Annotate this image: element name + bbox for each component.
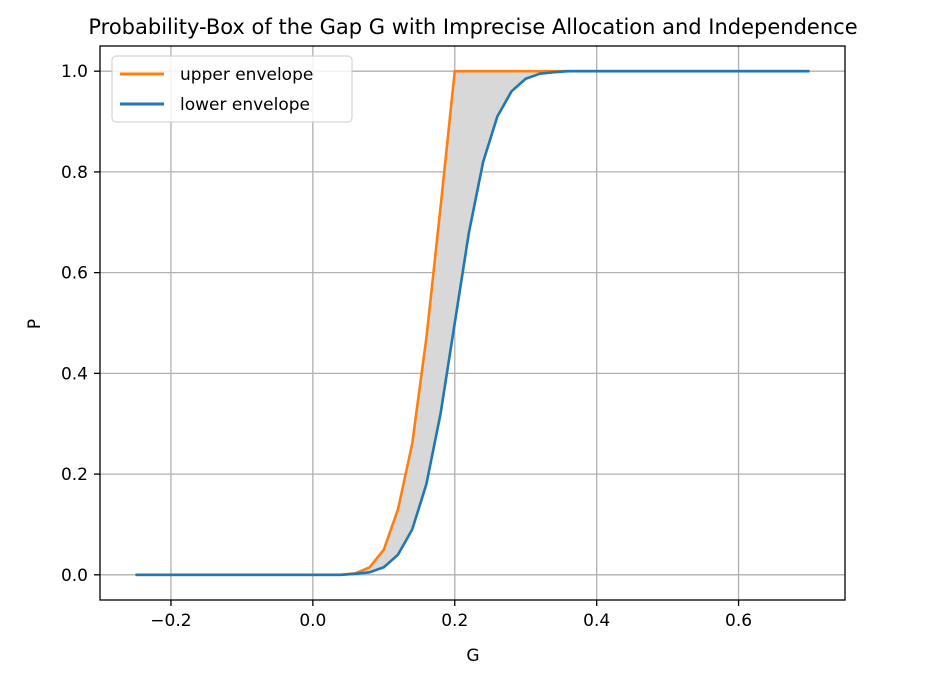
y-tick-label: 0.8 xyxy=(61,163,88,183)
x-tick-label: 0.6 xyxy=(725,611,752,631)
legend-label-lower: lower envelope xyxy=(180,95,310,115)
y-axis: 0.0 0.2 0.4 0.6 0.8 1.0 xyxy=(61,62,100,586)
legend: upper envelope lower envelope xyxy=(111,55,353,123)
y-tick-label: 0.4 xyxy=(61,364,88,384)
x-tick-label: 0.0 xyxy=(299,611,326,631)
y-axis-label: P xyxy=(25,319,45,329)
band-layer xyxy=(135,71,810,575)
x-tick-label: 0.2 xyxy=(441,611,468,631)
lower-envelope-line xyxy=(135,69,810,577)
x-axis: −0.2 0.0 0.2 0.4 0.6 xyxy=(150,600,752,631)
y-tick-label: 1.0 xyxy=(61,62,88,82)
y-tick-label: 0.6 xyxy=(61,264,88,284)
legend-label-upper: upper envelope xyxy=(180,65,313,85)
legend-box xyxy=(111,55,353,123)
x-tick-label: 0.4 xyxy=(583,611,610,631)
x-tick-label: −0.2 xyxy=(150,611,191,631)
y-tick-label: 0.2 xyxy=(61,465,88,485)
series-layer xyxy=(135,69,810,577)
chart-title: Probability-Box of the Gap G with Imprec… xyxy=(88,15,857,39)
plot-frame xyxy=(99,45,846,601)
x-axis-label: G xyxy=(466,646,479,666)
y-tick-label: 0.0 xyxy=(61,566,88,586)
p-box-band xyxy=(135,71,810,575)
